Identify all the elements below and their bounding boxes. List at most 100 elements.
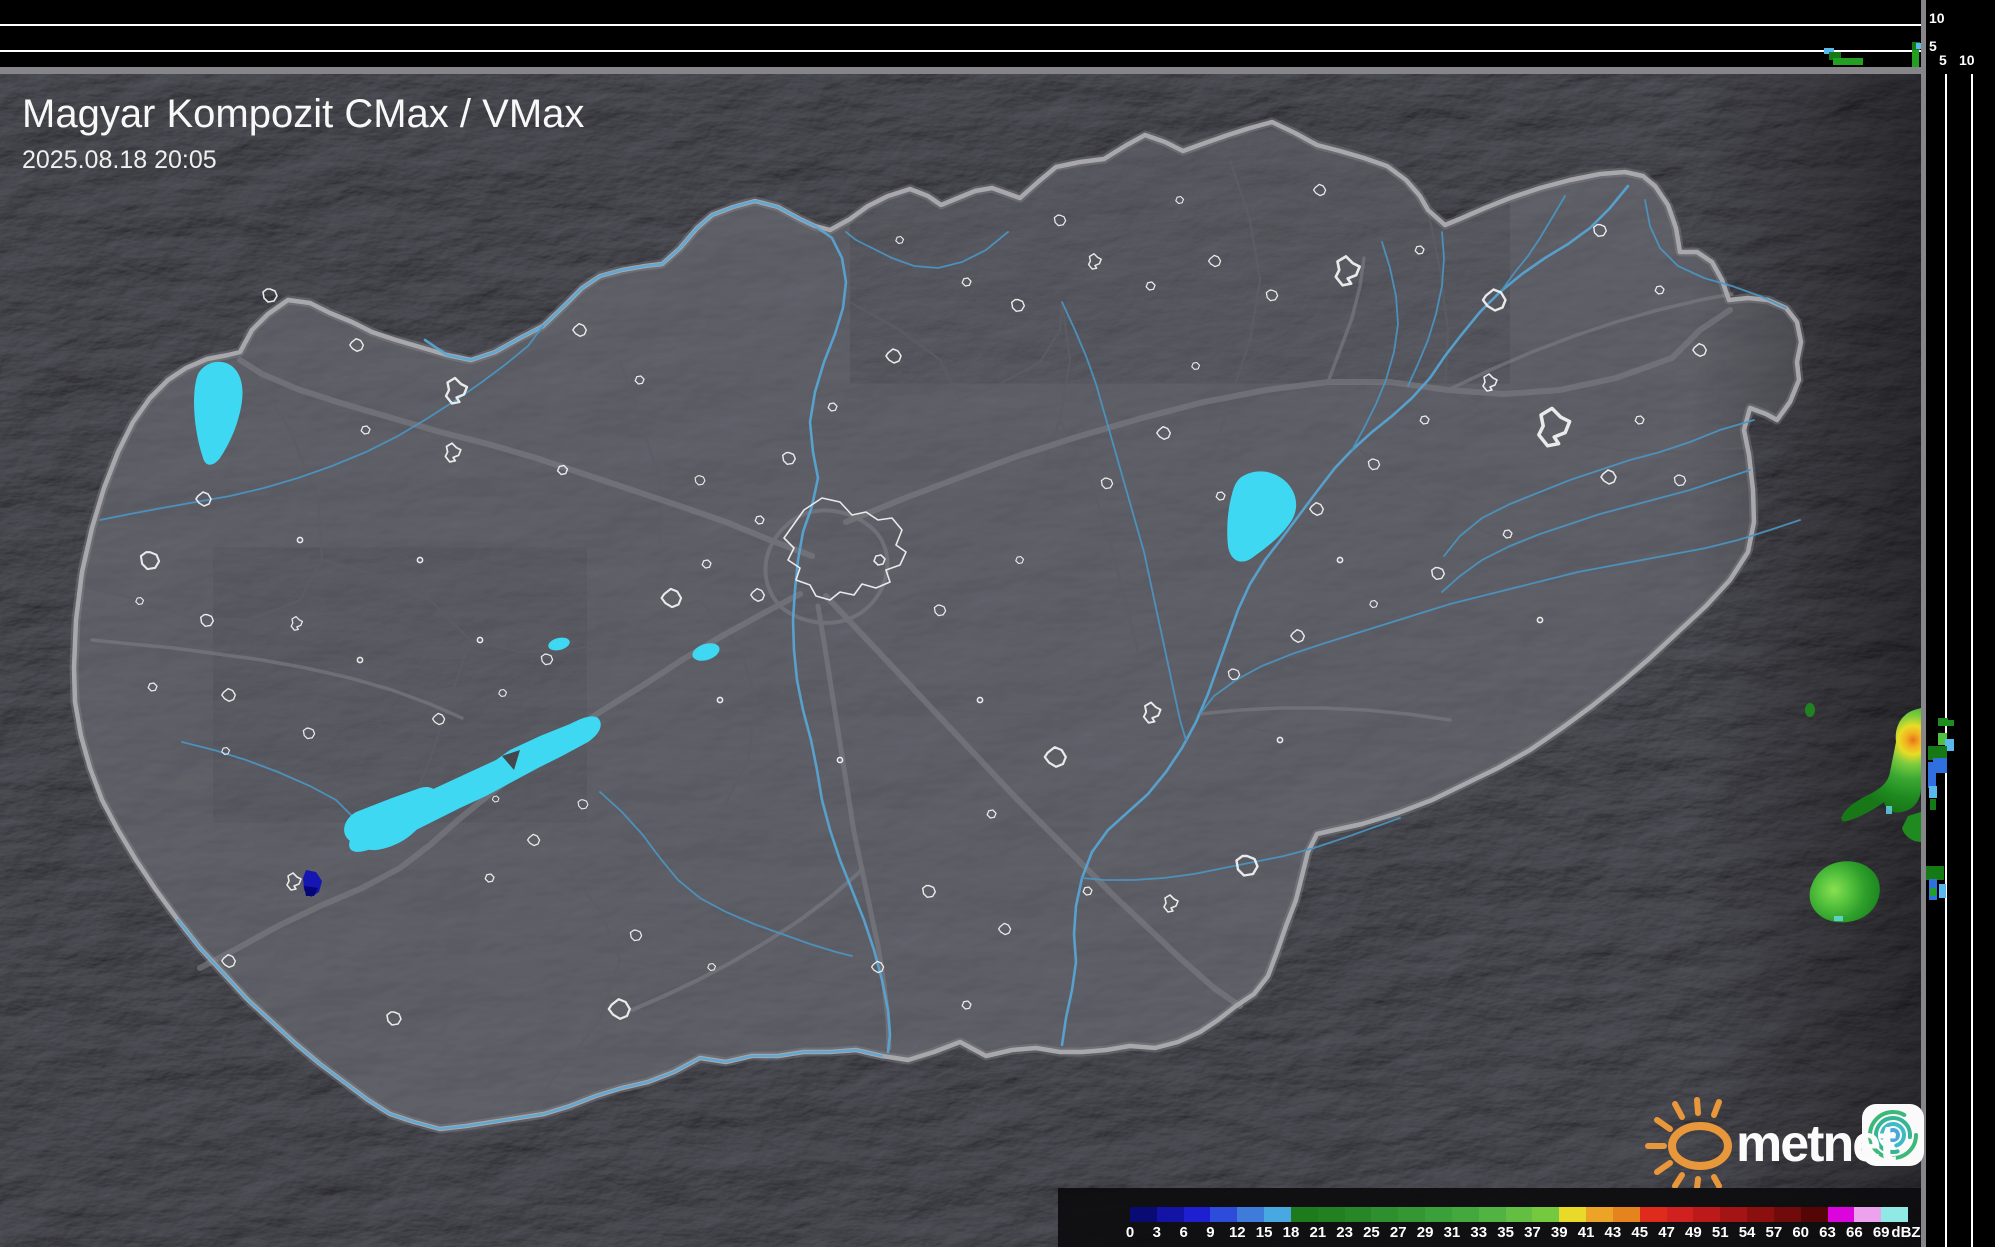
- page-title: Magyar Kompozit CMax / VMax: [22, 92, 585, 136]
- echo-pixel: [1945, 739, 1954, 751]
- dbz-swatch: [1478, 1207, 1506, 1222]
- dbz-swatch: [1183, 1207, 1211, 1222]
- east-mountain-shade: [1690, 74, 1921, 1247]
- storm-cell-main-tail: [1902, 812, 1921, 842]
- brand-name: metnet: [1736, 1115, 1896, 1173]
- dbz-swatch: [1425, 1207, 1452, 1222]
- dbz-tick-label: 39: [1550, 1224, 1568, 1241]
- hungary-map-graphic: [0, 74, 1921, 1247]
- title-block: Magyar Kompozit CMax / VMax 2025.08.18 2…: [22, 92, 584, 175]
- top-axis-label-10: 10: [1929, 10, 1945, 26]
- dbz-swatch: [1639, 1207, 1667, 1222]
- dbz-swatch: [1344, 1207, 1372, 1222]
- dbz-swatch: [1747, 1207, 1774, 1222]
- panel-separator: [1921, 0, 1926, 1247]
- dbz-tick-label: 57: [1765, 1224, 1783, 1241]
- dbz-swatch: [1720, 1207, 1748, 1222]
- rivers: [99, 184, 1801, 1131]
- dbz-tick-label: 6: [1179, 1224, 1188, 1241]
- dbz-tick-label: 21: [1309, 1224, 1327, 1241]
- lakes: [194, 361, 1297, 852]
- echo-pixel: [1929, 786, 1937, 798]
- lake-tisza: [1227, 471, 1297, 562]
- dbz-tick-label: 69: [1872, 1224, 1890, 1241]
- echo-pixel: [1938, 733, 1947, 745]
- sun-icon: [1645, 1097, 1924, 1188]
- county-borders: [87, 159, 1745, 1111]
- dbz-tick-label: 0: [1125, 1224, 1135, 1241]
- dbz-swatch: [1666, 1207, 1694, 1222]
- dbz-swatch: [1210, 1207, 1238, 1222]
- small-lake: [548, 637, 570, 651]
- echo-pixel: [1938, 718, 1948, 726]
- tihany-peninsula: [502, 750, 520, 770]
- height-gridline-5km: [1945, 74, 1947, 1247]
- dbz-swatch: [1156, 1207, 1184, 1222]
- dbz-tick-label: 45: [1631, 1224, 1649, 1241]
- dbz-tick-label: 41: [1577, 1224, 1595, 1241]
- dbz-swatch: [1532, 1207, 1560, 1222]
- dbz-colorbar-swatches: [1130, 1207, 1909, 1222]
- dbz-swatch: [1264, 1207, 1291, 1222]
- echo-pixel: [1930, 888, 1936, 896]
- echo-pixel: [1939, 884, 1946, 898]
- dbz-tick-label: 9: [1206, 1224, 1215, 1241]
- height-gridline-5km: [0, 50, 1921, 52]
- dbz-tick-label: 60: [1792, 1224, 1810, 1241]
- echo-pixel: [1916, 43, 1921, 49]
- dbz-tick-label: 3: [1152, 1224, 1161, 1241]
- city-outlines: [135, 183, 1708, 1026]
- dbz-swatch: [1586, 1207, 1613, 1222]
- dbz-swatch: [1559, 1207, 1587, 1222]
- radar-echoes: [303, 703, 1921, 923]
- dbz-swatch: [1237, 1207, 1265, 1222]
- height-gridline-10km: [1971, 74, 1973, 1247]
- echo-pixel: [1926, 866, 1944, 880]
- lake-balaton-west-bowl: [344, 786, 438, 851]
- dbz-swatch: [1773, 1207, 1801, 1222]
- dbz-tick-label: 33: [1470, 1224, 1488, 1241]
- dbz-swatch: [1130, 1207, 1157, 1222]
- echo-pixel: [1928, 762, 1936, 788]
- dbz-swatch: [1317, 1207, 1345, 1222]
- echo-pixel: [1824, 48, 1834, 54]
- radar-map: [0, 74, 1921, 1247]
- dbz-tick-label: 66: [1846, 1224, 1863, 1241]
- storm-cell-south: [1809, 861, 1880, 923]
- dbz-tick-label: 23: [1336, 1224, 1353, 1241]
- dbz-swatch: [1371, 1207, 1399, 1222]
- dbz-swatch: [1881, 1207, 1909, 1222]
- city-budapest: [783, 497, 907, 601]
- lake-velence: [692, 643, 720, 661]
- storm-cell-main: [1841, 708, 1921, 822]
- dbz-tick-label: 35: [1497, 1224, 1514, 1241]
- echo-pixel: [1912, 50, 1919, 67]
- timestamp: 2025.08.18 20:05: [22, 146, 217, 174]
- dbz-tick-label: 15: [1255, 1224, 1273, 1241]
- echo-pixel: [1833, 58, 1863, 65]
- dbz-unit-label: dBZ: [1891, 1224, 1921, 1241]
- storm-cell-dot: [1805, 703, 1815, 717]
- dbz-tick-label: 25: [1363, 1224, 1380, 1241]
- metnet-logo[interactable]: metnet: [1634, 1096, 1926, 1188]
- dbz-tick-label: 47: [1658, 1224, 1675, 1241]
- dbz-colorbar-labels: 0 3 6 9 12 15 18 21 23 25 27 29 31 33 35 37 39 41 43 45 47 49…: [1126, 1224, 1950, 1242]
- dbz-tick-label: 27: [1389, 1224, 1407, 1241]
- dbz-tick-label: 63: [1819, 1224, 1836, 1241]
- dbz-swatch: [1800, 1207, 1828, 1222]
- dbz-swatch: [1854, 1207, 1882, 1222]
- dbz-tick-label: 43: [1604, 1224, 1622, 1241]
- right-axis-label-10: 10: [1959, 52, 1975, 68]
- dbz-tick-label: 31: [1443, 1224, 1461, 1241]
- echo-pixel: [1928, 746, 1947, 760]
- dbz-tick-label: 18: [1282, 1224, 1300, 1241]
- metnet-app-icon: [1862, 1104, 1924, 1166]
- right-profile-panel: 10 5 5 10: [1926, 0, 1995, 1247]
- dbz-swatch: [1290, 1207, 1318, 1222]
- top-axis-label-5: 5: [1929, 38, 1937, 54]
- right-axis-label-5: 5: [1939, 52, 1947, 68]
- echo-pixel: [1933, 758, 1947, 773]
- top-profile-panel: [0, 0, 1921, 67]
- dbz-swatch: [1612, 1207, 1640, 1222]
